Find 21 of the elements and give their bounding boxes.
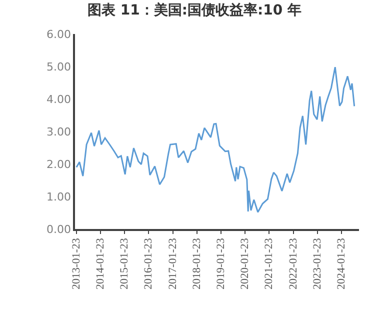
y-tick-label: 0.00 [46,222,72,236]
x-tick-label: 2024-01-23 [335,238,348,290]
x-tick-label: 2013-01-23 [70,238,82,290]
chart-title: 图表 11：美国:国债收益率:10 年 [88,2,302,19]
line-series [76,66,356,213]
x-tick-label: 2020-01-23 [239,238,252,290]
x-tick-label: 2014-01-23 [94,238,107,290]
x-tick-label: 2019-01-23 [214,238,227,290]
y-tick-label: 5.00 [46,60,72,74]
x-tick-label: 2015-01-23 [118,238,131,290]
y-tick-label: 1.00 [46,190,72,204]
x-tick-label: 2018-01-23 [190,238,203,290]
x-tick-label: 2021-01-23 [263,238,276,290]
y-tick-label: 4.00 [46,92,72,106]
y-tick-label: 2.00 [46,158,72,171]
y-tick-label: 6.00 [46,28,72,41]
x-tick-label: 2016-01-23 [142,238,155,290]
y-tick-label: 3.00 [46,125,72,138]
x-tick-label: 2017-01-23 [166,238,179,290]
x-tick-label: 2023-01-23 [311,238,324,290]
x-tick-label: 2022-01-23 [287,238,300,290]
